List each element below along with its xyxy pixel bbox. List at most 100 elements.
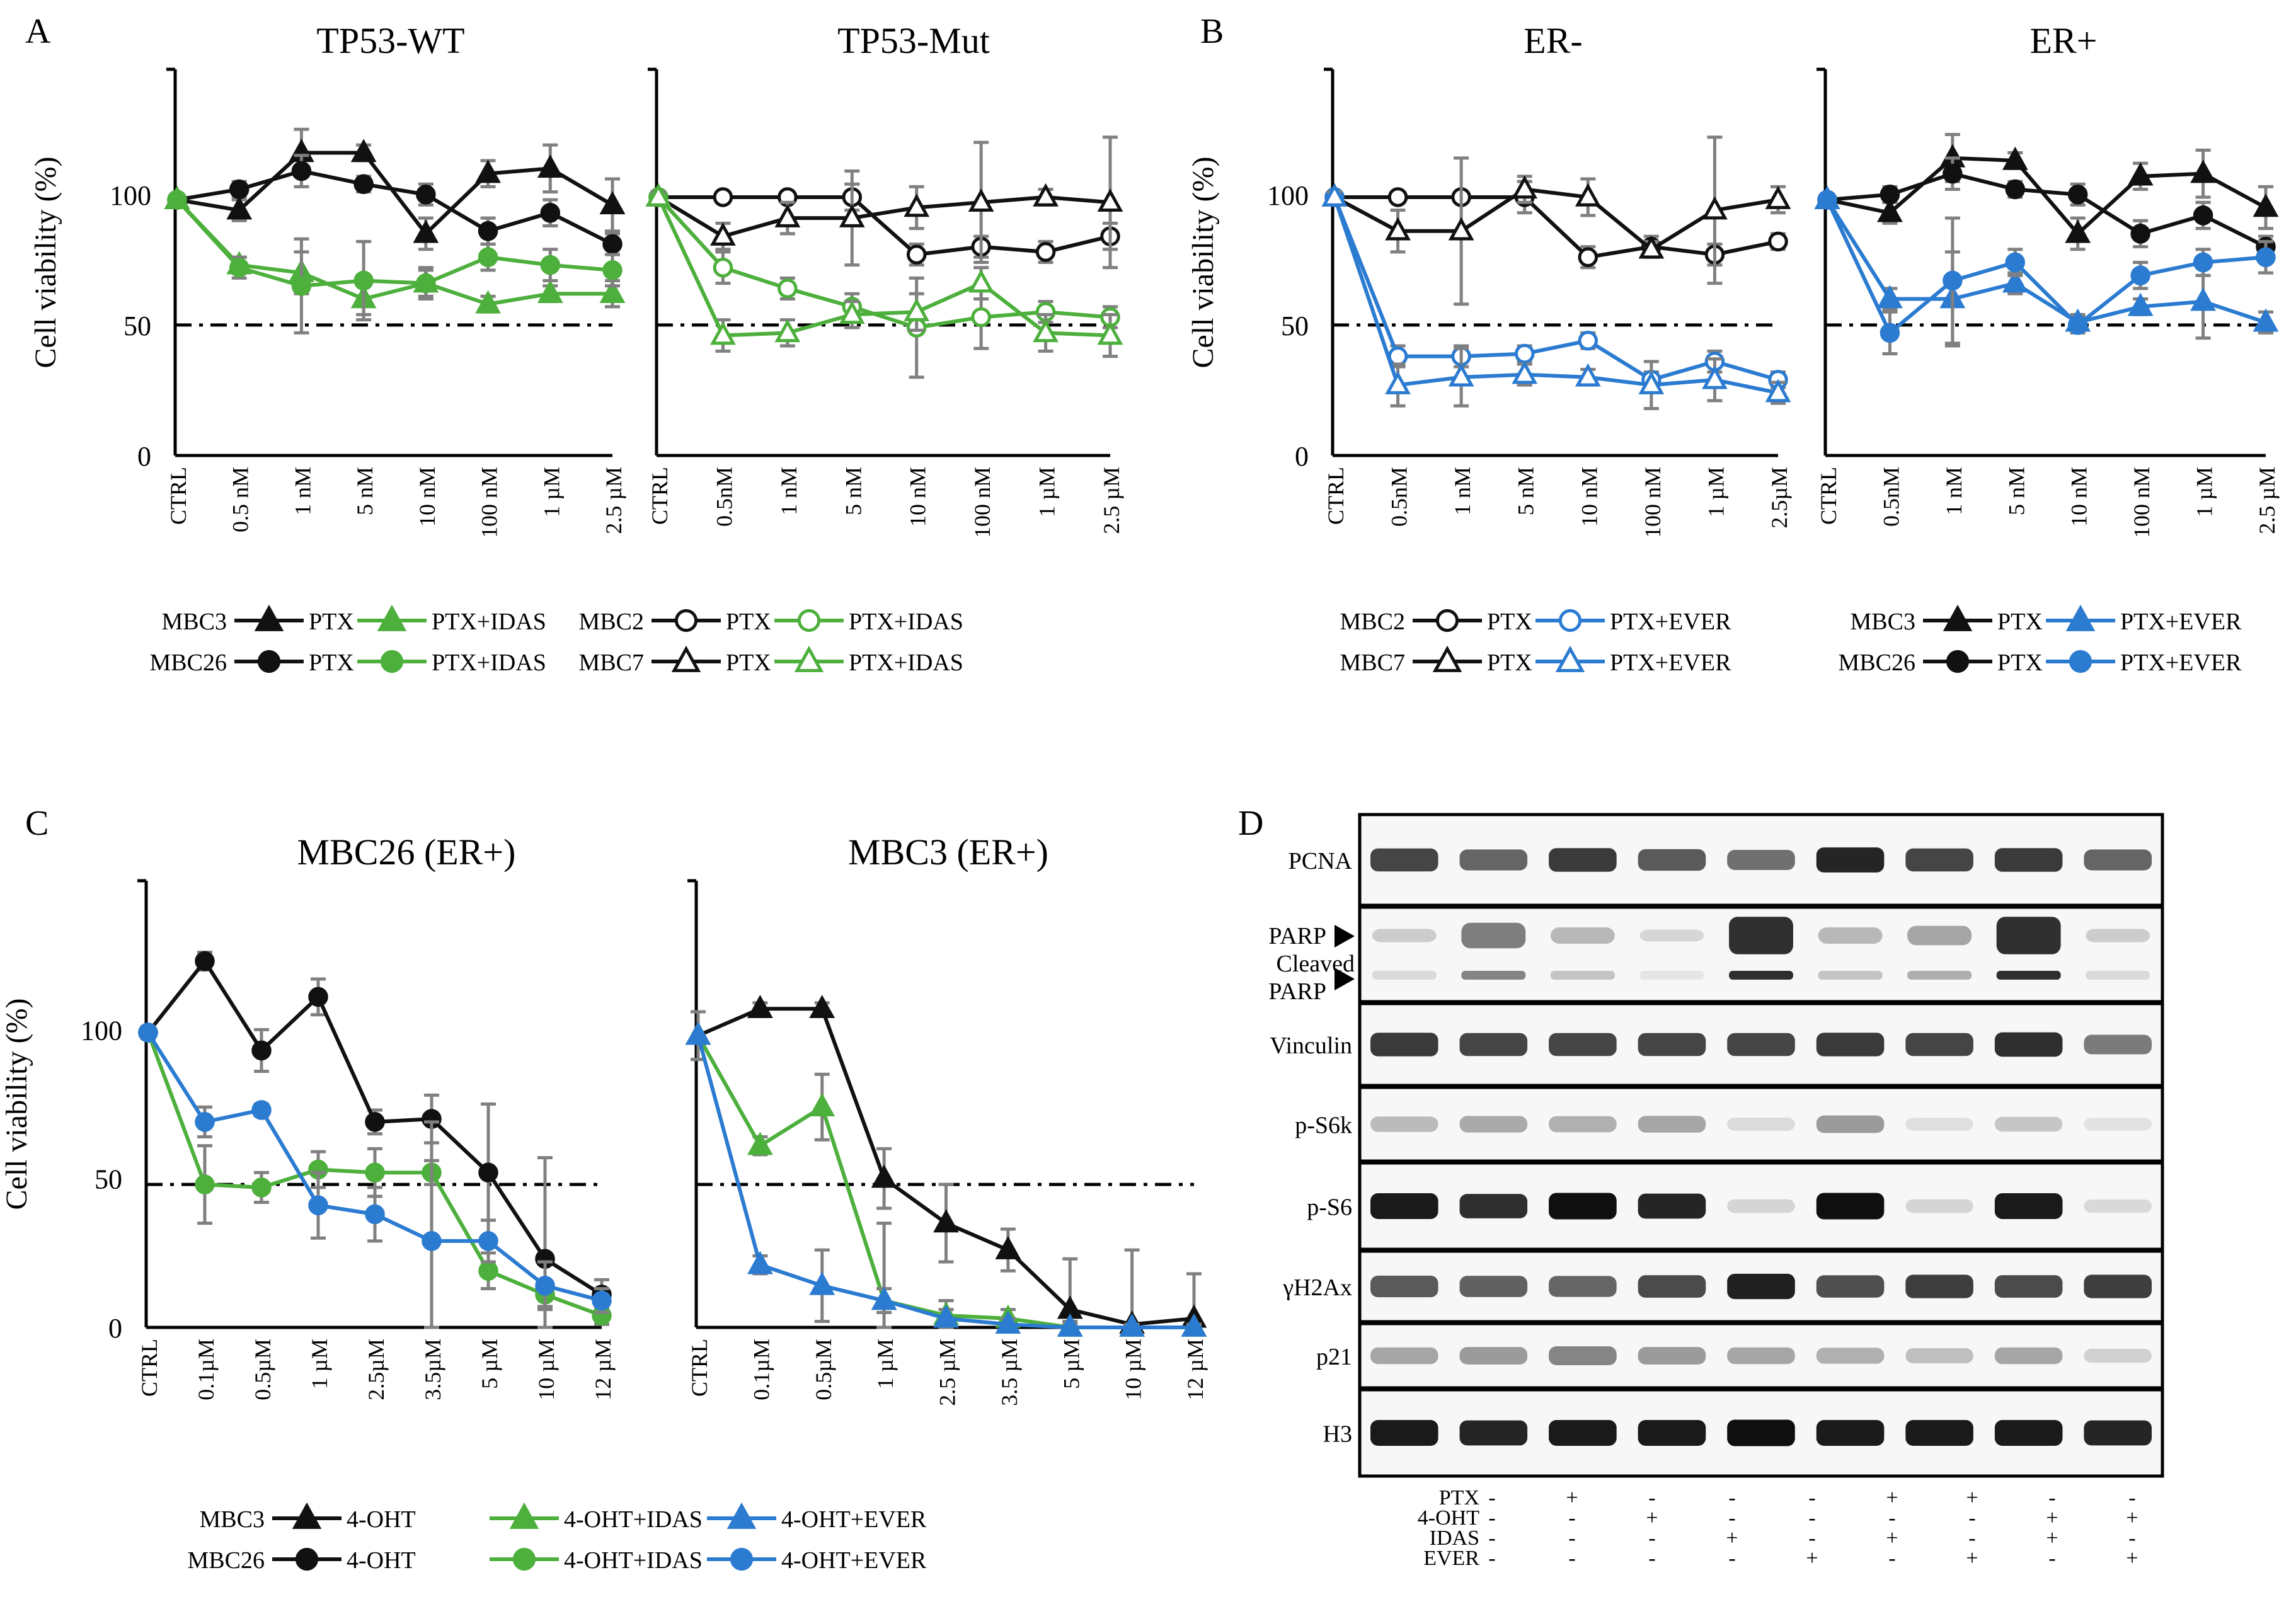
data-point (2130, 265, 2150, 285)
legend-cell-line-name: MBC3 (200, 1506, 265, 1533)
blot-band (1550, 971, 1615, 980)
blot-band (2084, 1199, 2152, 1213)
blot-band (1461, 971, 1526, 980)
legend-cell-line-name: MBC3 (162, 609, 227, 635)
blot-band (1370, 1033, 1438, 1056)
series-mbc7-ptx-idas (645, 183, 1123, 358)
data-point (195, 1174, 215, 1194)
legend-label: PTX (1997, 650, 2043, 676)
x-tick-label: 10 nM (1576, 467, 1602, 527)
data-point (308, 1195, 328, 1215)
data-point (2193, 252, 2213, 273)
blot-band (2084, 1420, 2152, 1446)
x-tick-label: 5 nM (841, 467, 866, 515)
data-point (1880, 185, 1900, 205)
series-mbc26-4-oht (138, 950, 612, 1329)
legend-marker (380, 650, 404, 673)
panel-letter-c: C (25, 804, 49, 843)
legend-marker (509, 1502, 539, 1529)
legend-label: 4-OHT (347, 1506, 416, 1533)
legend-label: 4-OHT+IDAS (564, 1547, 703, 1574)
series-line (1333, 196, 1779, 382)
y-axis-label: Cell viability (%) (1186, 157, 1220, 369)
legend-marker (512, 1547, 536, 1571)
treatment-sign: + (2126, 1506, 2138, 1530)
data-point (1512, 175, 1538, 199)
data-point (537, 154, 563, 178)
treatment-label: IDAS (1430, 1526, 1479, 1550)
treatment-sign: - (1728, 1486, 1735, 1509)
data-point (308, 987, 328, 1007)
legend-marker (730, 1547, 754, 1571)
legend-label: PTX (1487, 650, 1532, 676)
data-point (839, 203, 865, 227)
data-point (1877, 285, 1903, 309)
blot-band (1638, 1347, 1706, 1365)
series-mbc26-ptx-ever (1817, 190, 2276, 355)
data-point (995, 1310, 1021, 1334)
x-tick-label: CTRL (137, 1339, 162, 1397)
data-point (1578, 247, 1599, 267)
data-point (422, 1231, 442, 1251)
data-point (1448, 217, 1474, 241)
legend-label: PTX+EVER (2120, 609, 2242, 635)
data-point (1765, 185, 1791, 209)
blot-band (1727, 1033, 1795, 1056)
data-point (747, 1251, 773, 1274)
legend-label: 4-OHT+EVER (781, 1506, 927, 1533)
series-line (175, 198, 613, 288)
data-point (291, 276, 312, 296)
series-line (176, 169, 614, 246)
blot-band (1459, 1194, 1528, 1218)
data-point (2067, 315, 2088, 335)
series-mbc2-ptx-idas (648, 187, 1120, 379)
blot-label: PCNA (1289, 848, 1353, 874)
data-point (778, 278, 798, 299)
x-tick-label: 3.5µM (420, 1339, 445, 1400)
data-point (2005, 179, 2026, 200)
series-mbc3-4-oht-ever (685, 1010, 1207, 1337)
legend-cell-line-name: MBC26 (188, 1547, 265, 1574)
data-point (710, 321, 736, 345)
data-point (871, 1164, 897, 1188)
legend-marker (671, 645, 701, 672)
treatment-sign: - (1568, 1547, 1575, 1570)
data-point (416, 185, 436, 205)
treatment-sign: + (2126, 1547, 2138, 1570)
chart-tp53-wt: TP53-WT Cell viability (%) 0 50 100 CTRL 0.5 n… (29, 20, 626, 538)
chart-er-positive: ER+ CTRL 0.5nM 1 nM 5 nM 10 nM 100 nM 1 µM 2.5 µ… (1814, 20, 2280, 538)
data-point (1943, 270, 1963, 291)
panel-letter-d: D (1238, 804, 1263, 843)
data-point (747, 1131, 773, 1155)
blot-band (1727, 1117, 1795, 1131)
x-tick-label: 5 nM (1513, 467, 1539, 515)
legend-cell-line-name: MBC3 (1851, 609, 1915, 635)
data-point (968, 188, 994, 212)
data-point (933, 1209, 959, 1233)
blot-band (1994, 1347, 2063, 1365)
blot-band (1816, 1033, 1885, 1056)
blot-band (1370, 1116, 1438, 1132)
legend-label: PTX+EVER (1610, 650, 1731, 676)
x-tick-label: 0.5nM (1878, 467, 1903, 527)
x-tick-label: 2.5µM (364, 1339, 389, 1400)
blot-band (1549, 1276, 1617, 1297)
y-tick-label: 100 (110, 180, 151, 211)
data-point (1321, 183, 1348, 207)
series-line (657, 195, 1111, 330)
blot-vinculin: Vinculin (1270, 1002, 2164, 1087)
legend-marker (254, 604, 284, 631)
series-mbc7-ptx-ever (1321, 183, 1791, 410)
blot-band (1994, 848, 2063, 872)
blot-band (1727, 849, 1795, 871)
treatment-sign: - (1568, 1526, 1575, 1550)
treatment-sign: - (1488, 1526, 1495, 1550)
blot-band (1370, 1275, 1438, 1298)
blot-band (1372, 929, 1437, 942)
chart-tp53-mut: TP53-Mut CTRL 0.5nM 1 nM 5 nM 10 nM 100 nM 1 µM… (645, 20, 1124, 538)
treatment-sign: - (2048, 1486, 2055, 1509)
data-point (839, 301, 865, 324)
data-point (602, 234, 623, 255)
series-mbc7-ptx (1321, 135, 1791, 306)
data-point (1880, 323, 1900, 343)
